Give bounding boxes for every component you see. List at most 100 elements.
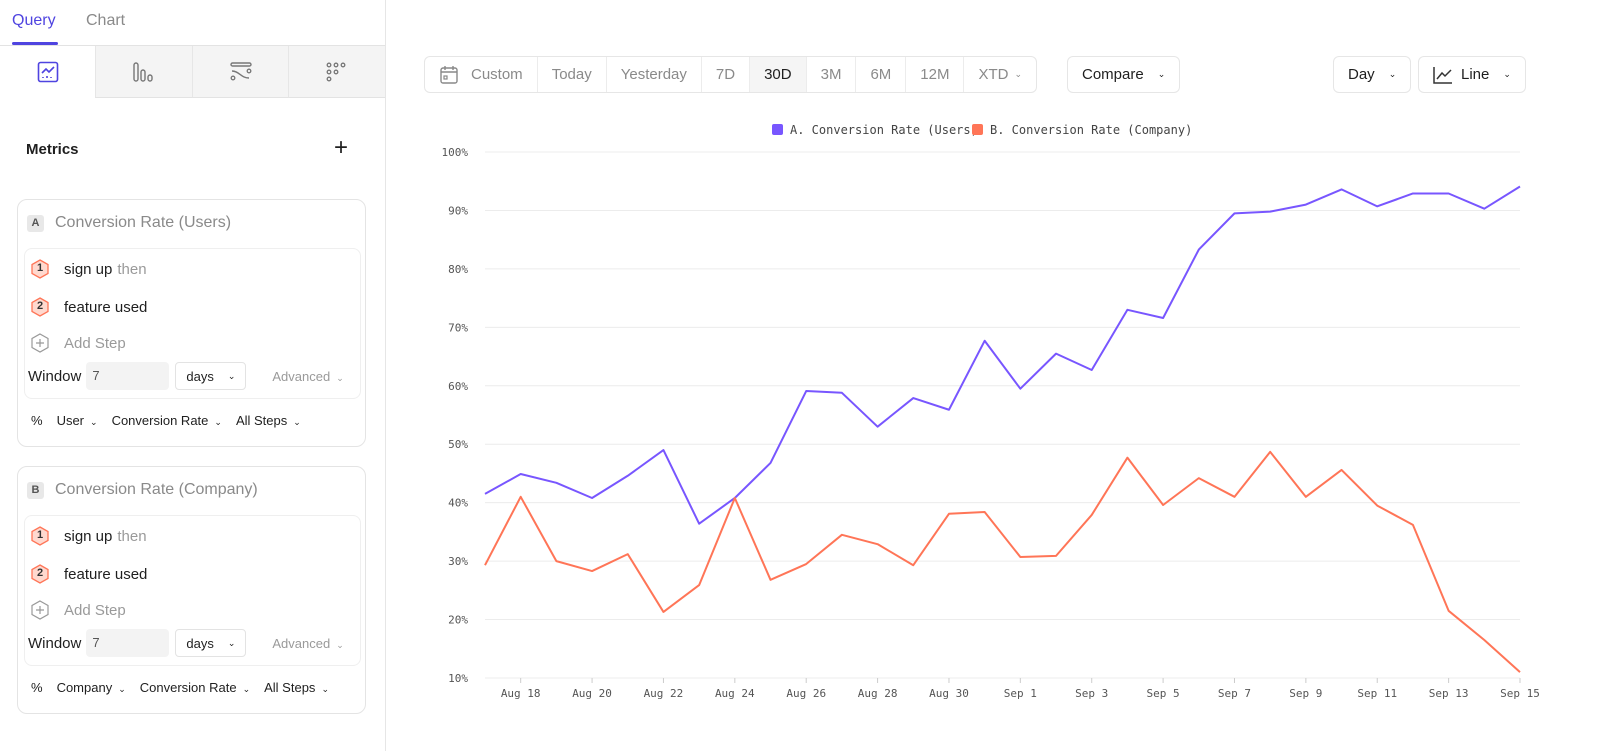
x-tick-label: Sep 9 — [1289, 687, 1322, 700]
flows-icon — [229, 61, 252, 80]
add-step-button[interactable]: Add Step — [31, 333, 126, 353]
bar-chart-icon — [133, 61, 153, 82]
range-today[interactable]: Today — [536, 57, 606, 92]
funnel-step[interactable]: 1 sign up then — [31, 526, 147, 546]
x-tick-label: Aug 28 — [858, 687, 898, 700]
x-tick-label: Aug 20 — [572, 687, 612, 700]
footer-option[interactable]: % — [31, 413, 43, 428]
chevron-down-icon: ⌄ — [242, 684, 251, 694]
footer-option[interactable]: Conversion Rate ⌄ — [111, 413, 222, 428]
metric-letter-badge: A — [27, 214, 44, 232]
metric-title[interactable]: Conversion Rate (Company) — [55, 481, 258, 498]
plus-hex-icon — [31, 600, 49, 620]
chevron-down-icon: ⌄ — [293, 417, 301, 427]
metric-letter-badge: B — [27, 481, 44, 499]
funnel-step[interactable]: 2 feature used — [31, 297, 147, 317]
legend-label: A. Conversion Rate (Users) — [790, 123, 978, 137]
viz-tab-flows[interactable] — [192, 46, 288, 98]
chevron-down-icon: ⌄ — [227, 637, 236, 648]
x-tick-label: Aug 22 — [644, 687, 684, 700]
chart-type-dropdown[interactable]: Line ⌄ — [1418, 56, 1526, 93]
advanced-dropdown[interactable]: Advanced ⌄ — [272, 635, 344, 651]
conversion-window: Window 7 days ⌄ Advanced ⌄ — [28, 362, 344, 390]
series-line-a — [484, 185, 1521, 525]
tab-query[interactable]: Query — [12, 12, 56, 29]
tab-chart[interactable]: Chart — [86, 12, 126, 29]
metric-card: B Conversion Rate (Company) 1 sign up then 2 f… — [17, 466, 366, 714]
legend-swatch — [772, 124, 783, 135]
add-step-button[interactable]: Add Step — [31, 600, 126, 620]
step-suffix: then — [117, 260, 147, 278]
advanced-dropdown[interactable]: Advanced ⌄ — [272, 368, 344, 384]
x-tick-label: Aug 18 — [501, 687, 541, 700]
grid-dots-icon — [326, 62, 346, 81]
funnel-step[interactable]: 2 feature used — [31, 564, 147, 584]
metric-footer: % Company ⌄ Conversion Rate ⌄ All Steps ⌄ — [31, 680, 329, 695]
series-line-b — [484, 450, 1521, 673]
viz-tab-bars[interactable] — [95, 46, 192, 98]
chevron-down-icon: ⌄ — [90, 417, 98, 427]
y-tick-label: 20% — [448, 614, 468, 627]
footer-option[interactable]: % — [31, 680, 43, 695]
range-3m[interactable]: 3M — [805, 57, 856, 92]
y-tick-label: 50% — [448, 438, 468, 451]
y-tick-label: 30% — [448, 555, 468, 568]
funnel-step[interactable]: 1 sign up then — [31, 259, 147, 279]
footer-option[interactable]: User ⌄ — [56, 413, 98, 428]
step-number-icon: 2 — [31, 564, 49, 584]
x-tick-label: Sep 11 — [1357, 687, 1397, 700]
interval-dropdown[interactable]: Day ⌄ — [1333, 56, 1412, 93]
y-tick-label: 60% — [448, 380, 468, 393]
window-unit-dropdown[interactable]: days ⌄ — [175, 362, 247, 390]
range-xtd[interactable]: XTD ⌄ — [963, 57, 1036, 92]
window-input[interactable]: 7 — [86, 629, 170, 657]
range-12m[interactable]: 12M — [905, 57, 963, 92]
range-custom[interactable]: Custom — [425, 57, 537, 92]
range-7d[interactable]: 7D — [700, 57, 749, 92]
footer-option[interactable]: Conversion Rate ⌄ — [139, 680, 251, 695]
viz-tab-retention[interactable] — [288, 46, 385, 98]
x-tick-label: Sep 7 — [1218, 687, 1251, 700]
step-number-icon: 2 — [31, 297, 49, 317]
window-label: Window — [28, 367, 82, 385]
conversion-window: Window 7 days ⌄ Advanced ⌄ — [28, 629, 344, 657]
chevron-down-icon: ⌄ — [118, 684, 126, 694]
calendar-icon — [440, 65, 458, 84]
x-tick-label: Sep 1 — [1004, 687, 1037, 700]
plus-icon[interactable]: + — [334, 134, 349, 161]
y-tick-label: 10% — [448, 672, 468, 685]
chart-type-label: Line — [1461, 66, 1490, 83]
x-tick-label: Aug 24 — [715, 687, 755, 700]
y-tick-label: 70% — [448, 321, 468, 334]
step-suffix: then — [117, 527, 147, 545]
x-tick-label: Aug 30 — [929, 687, 969, 700]
y-tick-label: 40% — [448, 497, 468, 510]
x-tick-label: Sep 13 — [1429, 687, 1469, 700]
compare-button[interactable]: Compare ⌄ — [1067, 56, 1181, 93]
x-tick-label: Sep 3 — [1075, 687, 1108, 700]
range-yesterday[interactable]: Yesterday — [605, 57, 701, 92]
funnel-steps: 1 sign up then 2 feature used Add Step Window 7… — [24, 515, 361, 666]
step-event-name: feature used — [64, 565, 148, 583]
metric-footer: % User ⌄ Conversion Rate ⌄ All Steps ⌄ — [31, 413, 301, 428]
query-sidebar: Query Chart Metrics + A Conversion Rate (… — [0, 0, 386, 751]
step-number-icon: 1 — [31, 526, 49, 546]
window-input[interactable]: 7 — [86, 362, 170, 390]
line-chart-icon — [1433, 66, 1452, 84]
metric-title[interactable]: Conversion Rate (Users) — [55, 214, 232, 231]
footer-option[interactable]: All Steps ⌄ — [264, 680, 329, 695]
active-tab-indicator — [12, 42, 58, 45]
range-6m[interactable]: 6M — [855, 57, 905, 92]
step-event-name: sign up — [64, 260, 113, 278]
chevron-down-icon: ⌄ — [1503, 69, 1511, 79]
metric-card: A Conversion Rate (Users) 1 sign up then 2 fea… — [17, 199, 366, 447]
window-unit-dropdown[interactable]: days ⌄ — [175, 629, 247, 657]
footer-option[interactable]: Company ⌄ — [56, 680, 126, 695]
footer-option[interactable]: All Steps ⌄ — [235, 413, 301, 428]
step-event-name: sign up — [64, 527, 113, 545]
viz-tab-insights[interactable] — [0, 46, 95, 98]
chevron-down-icon: ⌄ — [227, 370, 236, 381]
x-tick-label: Sep 5 — [1147, 687, 1180, 700]
range-30d[interactable]: 30D — [749, 57, 806, 92]
date-range-selector: Custom Today Yesterday 7D 30D 3M 6M 12M XTD ⌄ — [424, 56, 1038, 93]
